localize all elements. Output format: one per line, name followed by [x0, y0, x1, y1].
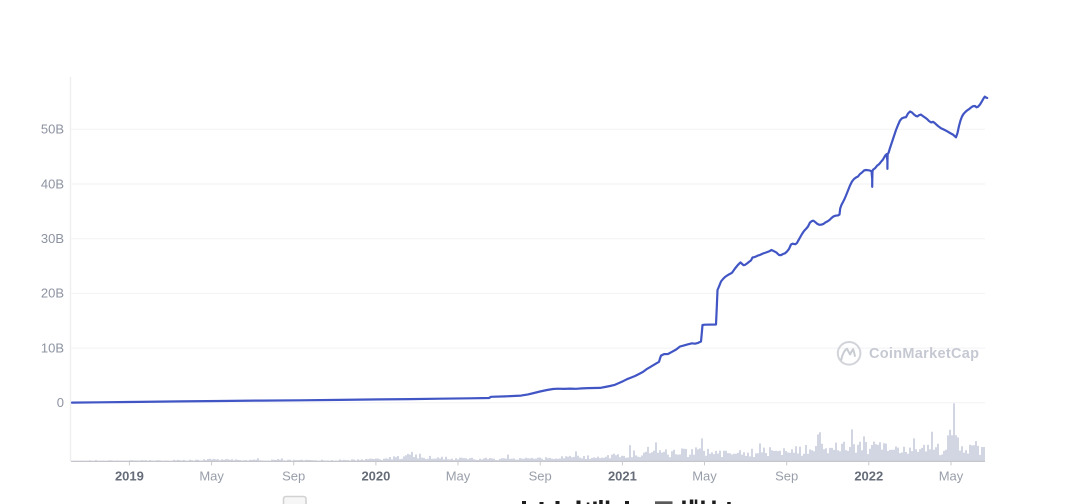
svg-text:30B: 30B — [41, 231, 64, 246]
svg-text:0: 0 — [57, 395, 64, 410]
svg-text:20B: 20B — [41, 286, 64, 301]
svg-text:2020: 2020 — [361, 469, 390, 484]
svg-text:50B: 50B — [41, 122, 64, 137]
svg-text:2019: 2019 — [115, 469, 144, 484]
svg-text:May: May — [692, 469, 717, 484]
svg-text:May: May — [446, 469, 471, 484]
svg-text:40B: 40B — [41, 176, 64, 191]
svg-text:10B: 10B — [41, 340, 64, 355]
svg-text:May: May — [199, 469, 224, 484]
svg-text:May: May — [939, 469, 964, 484]
svg-text:Sep: Sep — [529, 469, 552, 484]
svg-text:Sep: Sep — [775, 469, 798, 484]
svg-text:CoinMarketCap: CoinMarketCap — [869, 346, 979, 362]
svg-text:Sep: Sep — [282, 469, 305, 484]
svg-text:2021: 2021 — [608, 469, 637, 484]
svg-text:2022: 2022 — [854, 469, 883, 484]
